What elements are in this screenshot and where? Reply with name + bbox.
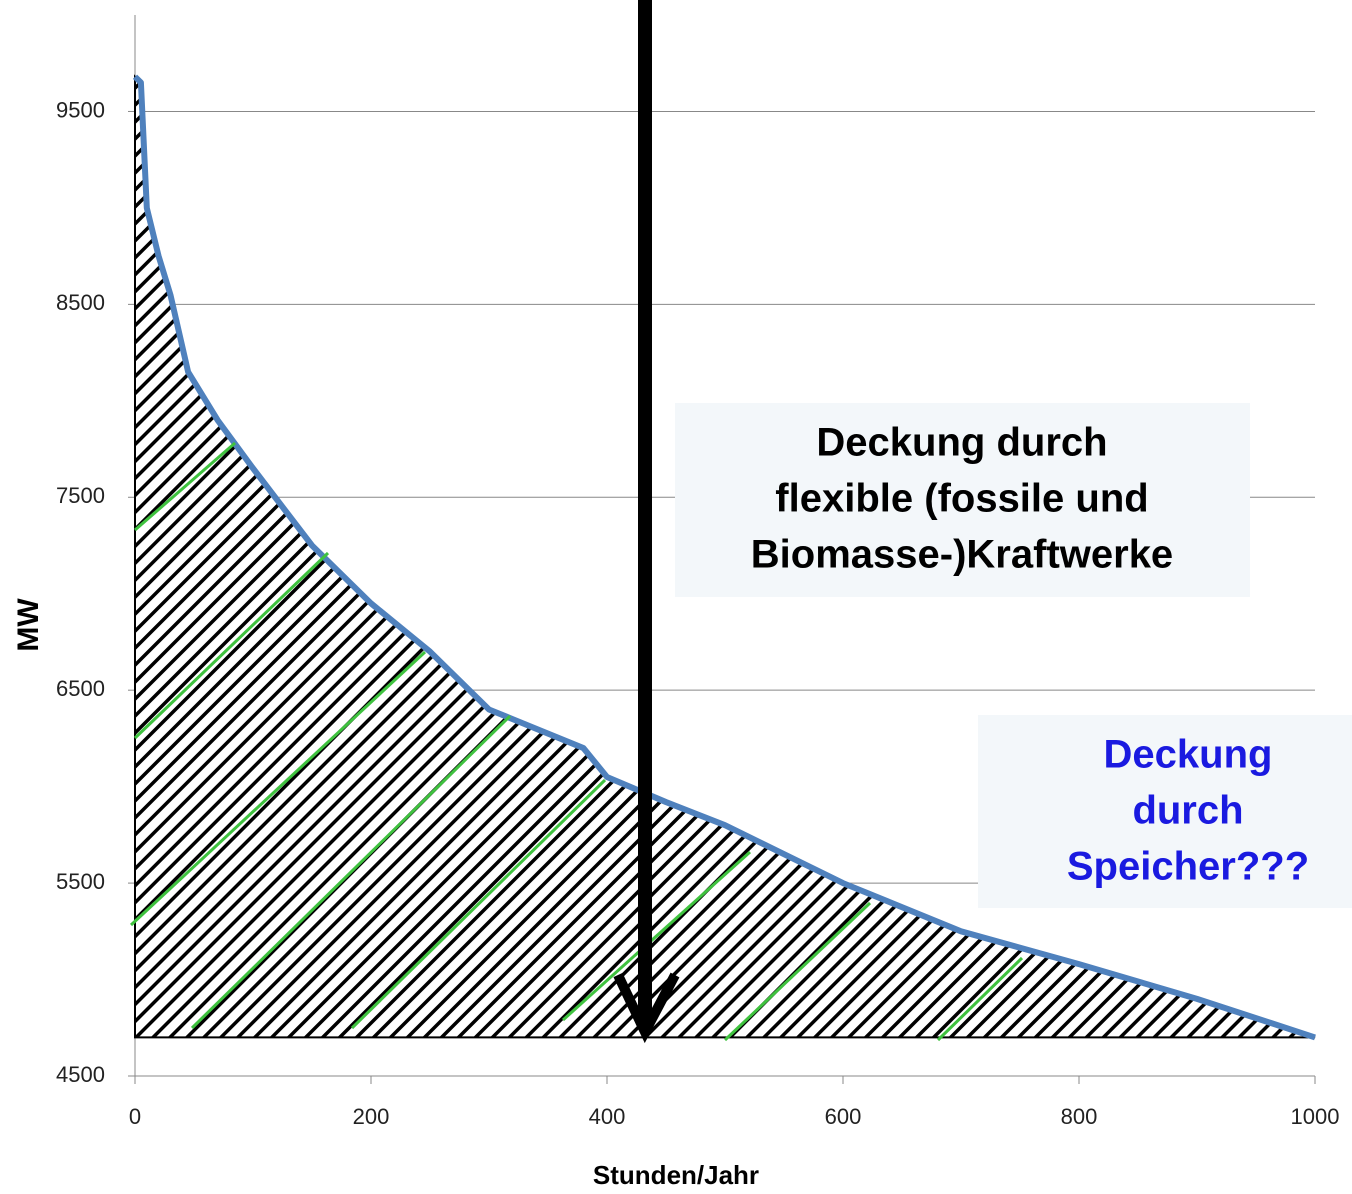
annotation-box	[675, 403, 1250, 597]
annotation-text: Speicher???	[1067, 845, 1309, 889]
y-tick-label: 5500	[56, 869, 105, 894]
annotation-text: Biomasse-)Kraftwerke	[751, 533, 1173, 577]
green-lines	[129, 441, 1024, 1042]
x-axis-label: Stunden/Jahr	[593, 1160, 759, 1190]
plot	[132, 74, 1316, 1041]
annotations: Deckung durch flexible (fossile und Biomas…	[751, 421, 1309, 889]
arrow	[613, 0, 680, 1044]
y-tick-label: 8500	[56, 290, 105, 315]
y-tick-label: 7500	[56, 483, 105, 508]
y-axis-label: MW	[12, 598, 45, 652]
grid: 4500 5500 6500 7500 8500 9500 0 200 400 600 800 100…	[56, 15, 1339, 1129]
annotation-text: durch	[1132, 789, 1243, 833]
x-tick-label: 600	[825, 1104, 862, 1129]
x-tick-label: 0	[129, 1104, 141, 1129]
y-tick-label: 6500	[56, 676, 105, 701]
y-tick-label: 4500	[56, 1062, 105, 1087]
y-tick-label: 9500	[56, 97, 105, 122]
x-tick-label: 200	[353, 1104, 390, 1129]
x-tick-label: 1000	[1291, 1104, 1340, 1129]
annotation-text: Deckung durch	[816, 421, 1107, 465]
annotation-text: flexible (fossile und	[775, 477, 1148, 521]
x-tick-label: 400	[589, 1104, 626, 1129]
load-curve	[132, 74, 1316, 1041]
annotation-text: Deckung	[1104, 733, 1273, 777]
annotation-box	[978, 715, 1352, 908]
x-tick-label: 800	[1061, 1104, 1098, 1129]
